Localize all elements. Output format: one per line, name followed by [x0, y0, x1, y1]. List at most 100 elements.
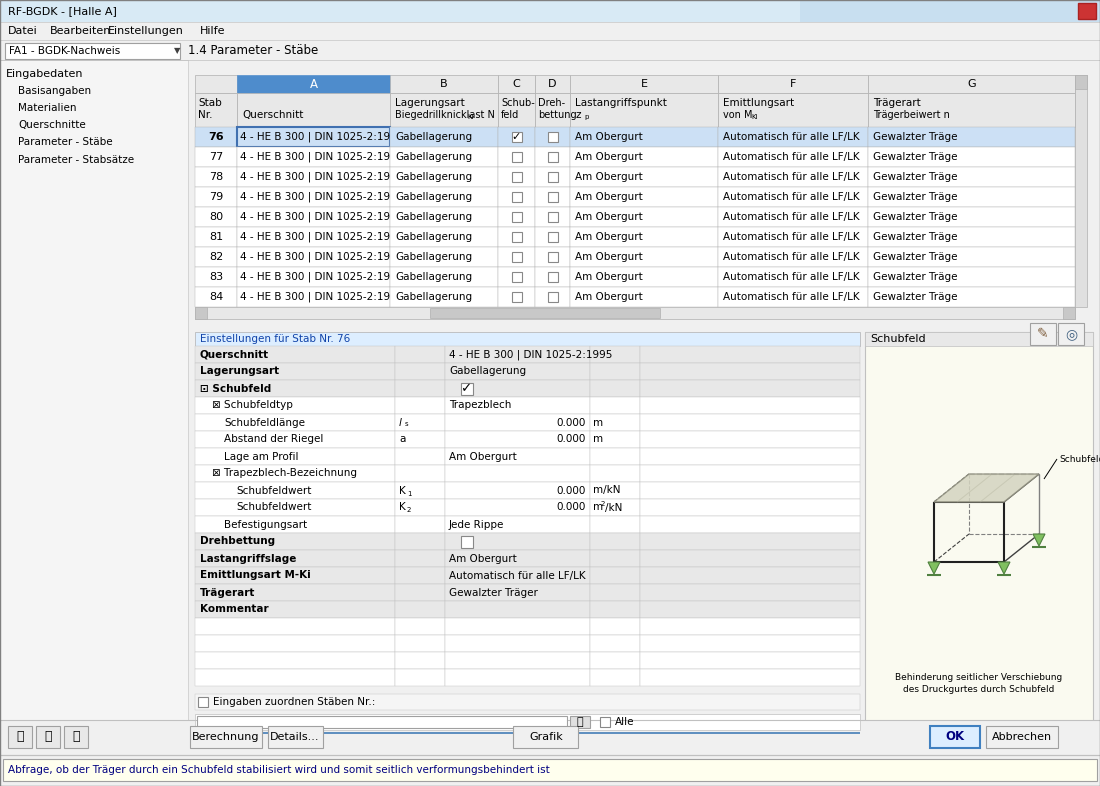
- Text: Basisangaben: Basisangaben: [18, 86, 91, 96]
- Bar: [395, 584, 446, 601]
- Bar: [0, 755, 1100, 786]
- Bar: [395, 380, 446, 397]
- Bar: [195, 75, 236, 93]
- Bar: [195, 167, 236, 187]
- Text: Kommentar: Kommentar: [200, 604, 268, 615]
- Bar: [718, 247, 868, 267]
- Text: Gabellagerung: Gabellagerung: [449, 366, 526, 376]
- Bar: [195, 601, 395, 618]
- Bar: [590, 414, 640, 431]
- Text: Gabellagerung: Gabellagerung: [395, 192, 472, 202]
- Text: ✓: ✓: [512, 132, 521, 142]
- Bar: [640, 652, 860, 669]
- Bar: [548, 292, 558, 302]
- Bar: [0, 720, 1100, 755]
- Bar: [446, 397, 590, 414]
- Bar: [390, 207, 498, 227]
- Text: ⊠ Trapezblech-Bezeichnung: ⊠ Trapezblech-Bezeichnung: [212, 468, 358, 479]
- Bar: [590, 635, 640, 652]
- Bar: [195, 307, 1075, 319]
- Bar: [446, 567, 590, 584]
- Bar: [868, 167, 1075, 187]
- Text: m/kN: m/kN: [593, 486, 620, 495]
- Bar: [395, 550, 446, 567]
- Bar: [461, 383, 473, 395]
- Text: Querschnitte: Querschnitte: [18, 120, 86, 130]
- Bar: [195, 332, 860, 346]
- Bar: [640, 465, 860, 482]
- Bar: [512, 292, 521, 302]
- Bar: [535, 227, 570, 247]
- Bar: [195, 147, 236, 167]
- Bar: [3, 759, 1097, 781]
- Text: FA1 - BGDK-Nachweis: FA1 - BGDK-Nachweis: [9, 46, 120, 56]
- Bar: [640, 601, 860, 618]
- Text: Gabellagerung: Gabellagerung: [395, 252, 472, 262]
- Text: l: l: [399, 417, 402, 428]
- Text: s: s: [405, 421, 408, 428]
- Bar: [236, 247, 390, 267]
- Text: F: F: [790, 79, 796, 89]
- Text: Am Obergurt: Am Obergurt: [449, 553, 517, 564]
- Text: 4 - HE B 300 | DIN 1025-2:19: 4 - HE B 300 | DIN 1025-2:19: [240, 192, 390, 202]
- Bar: [195, 732, 860, 734]
- Bar: [590, 584, 640, 601]
- Bar: [548, 192, 558, 202]
- Bar: [535, 75, 570, 93]
- Text: Automatisch für alle LF/LK: Automatisch für alle LF/LK: [723, 212, 859, 222]
- Text: Schubfeld: Schubfeld: [1059, 454, 1100, 464]
- Bar: [195, 516, 395, 533]
- Text: 2: 2: [407, 508, 411, 513]
- Text: Automatisch für alle LF/LK: Automatisch für alle LF/LK: [723, 192, 859, 202]
- Text: 4 - HE B 300 | DIN 1025-2:19: 4 - HE B 300 | DIN 1025-2:19: [240, 292, 390, 303]
- Text: Am Obergurt: Am Obergurt: [575, 252, 642, 262]
- Bar: [195, 550, 395, 567]
- Bar: [1078, 3, 1096, 19]
- Text: Nr.: Nr.: [198, 110, 212, 120]
- Text: Abfrage, ob der Träger durch ein Schubfeld stabilisiert wird und somit seitlich : Abfrage, ob der Träger durch ein Schubfe…: [8, 765, 550, 775]
- Bar: [640, 414, 860, 431]
- Text: K: K: [399, 486, 406, 495]
- Bar: [570, 147, 718, 167]
- Bar: [395, 618, 446, 635]
- Bar: [195, 465, 395, 482]
- Bar: [195, 669, 395, 686]
- Bar: [446, 533, 590, 550]
- Bar: [446, 448, 590, 465]
- Bar: [195, 207, 236, 227]
- Bar: [498, 127, 535, 147]
- Text: Datei: Datei: [8, 26, 37, 36]
- Text: 76: 76: [208, 132, 223, 142]
- Bar: [868, 93, 1075, 127]
- Bar: [236, 75, 390, 93]
- Text: z: z: [575, 110, 581, 120]
- Bar: [236, 207, 390, 227]
- Bar: [498, 187, 535, 207]
- Text: Biegedrillknicklast N: Biegedrillknicklast N: [395, 110, 495, 120]
- Bar: [548, 252, 558, 262]
- Bar: [395, 414, 446, 431]
- Text: ⊡ Schubfeld: ⊡ Schubfeld: [200, 384, 272, 394]
- Text: ❓: ❓: [16, 730, 24, 744]
- Bar: [548, 232, 558, 242]
- Text: Automatisch für alle LF/LK: Automatisch für alle LF/LK: [723, 152, 859, 162]
- Bar: [640, 516, 860, 533]
- Text: Parameter - Stabsätze: Parameter - Stabsätze: [18, 155, 134, 165]
- Text: Querschnitt: Querschnitt: [200, 350, 270, 359]
- Bar: [640, 363, 860, 380]
- Bar: [640, 431, 860, 448]
- Text: Am Obergurt: Am Obergurt: [449, 451, 517, 461]
- Bar: [640, 567, 860, 584]
- Text: Alle: Alle: [615, 717, 635, 727]
- Bar: [640, 584, 860, 601]
- Bar: [6, 43, 180, 59]
- Text: 82: 82: [209, 252, 223, 262]
- Text: Schubfeldwert: Schubfeldwert: [236, 486, 311, 495]
- Text: 78: 78: [209, 172, 223, 182]
- Bar: [395, 482, 446, 499]
- Bar: [195, 482, 395, 499]
- Bar: [570, 75, 718, 93]
- Bar: [640, 397, 860, 414]
- Bar: [535, 247, 570, 267]
- Text: Schubfeldlänge: Schubfeldlänge: [224, 417, 305, 428]
